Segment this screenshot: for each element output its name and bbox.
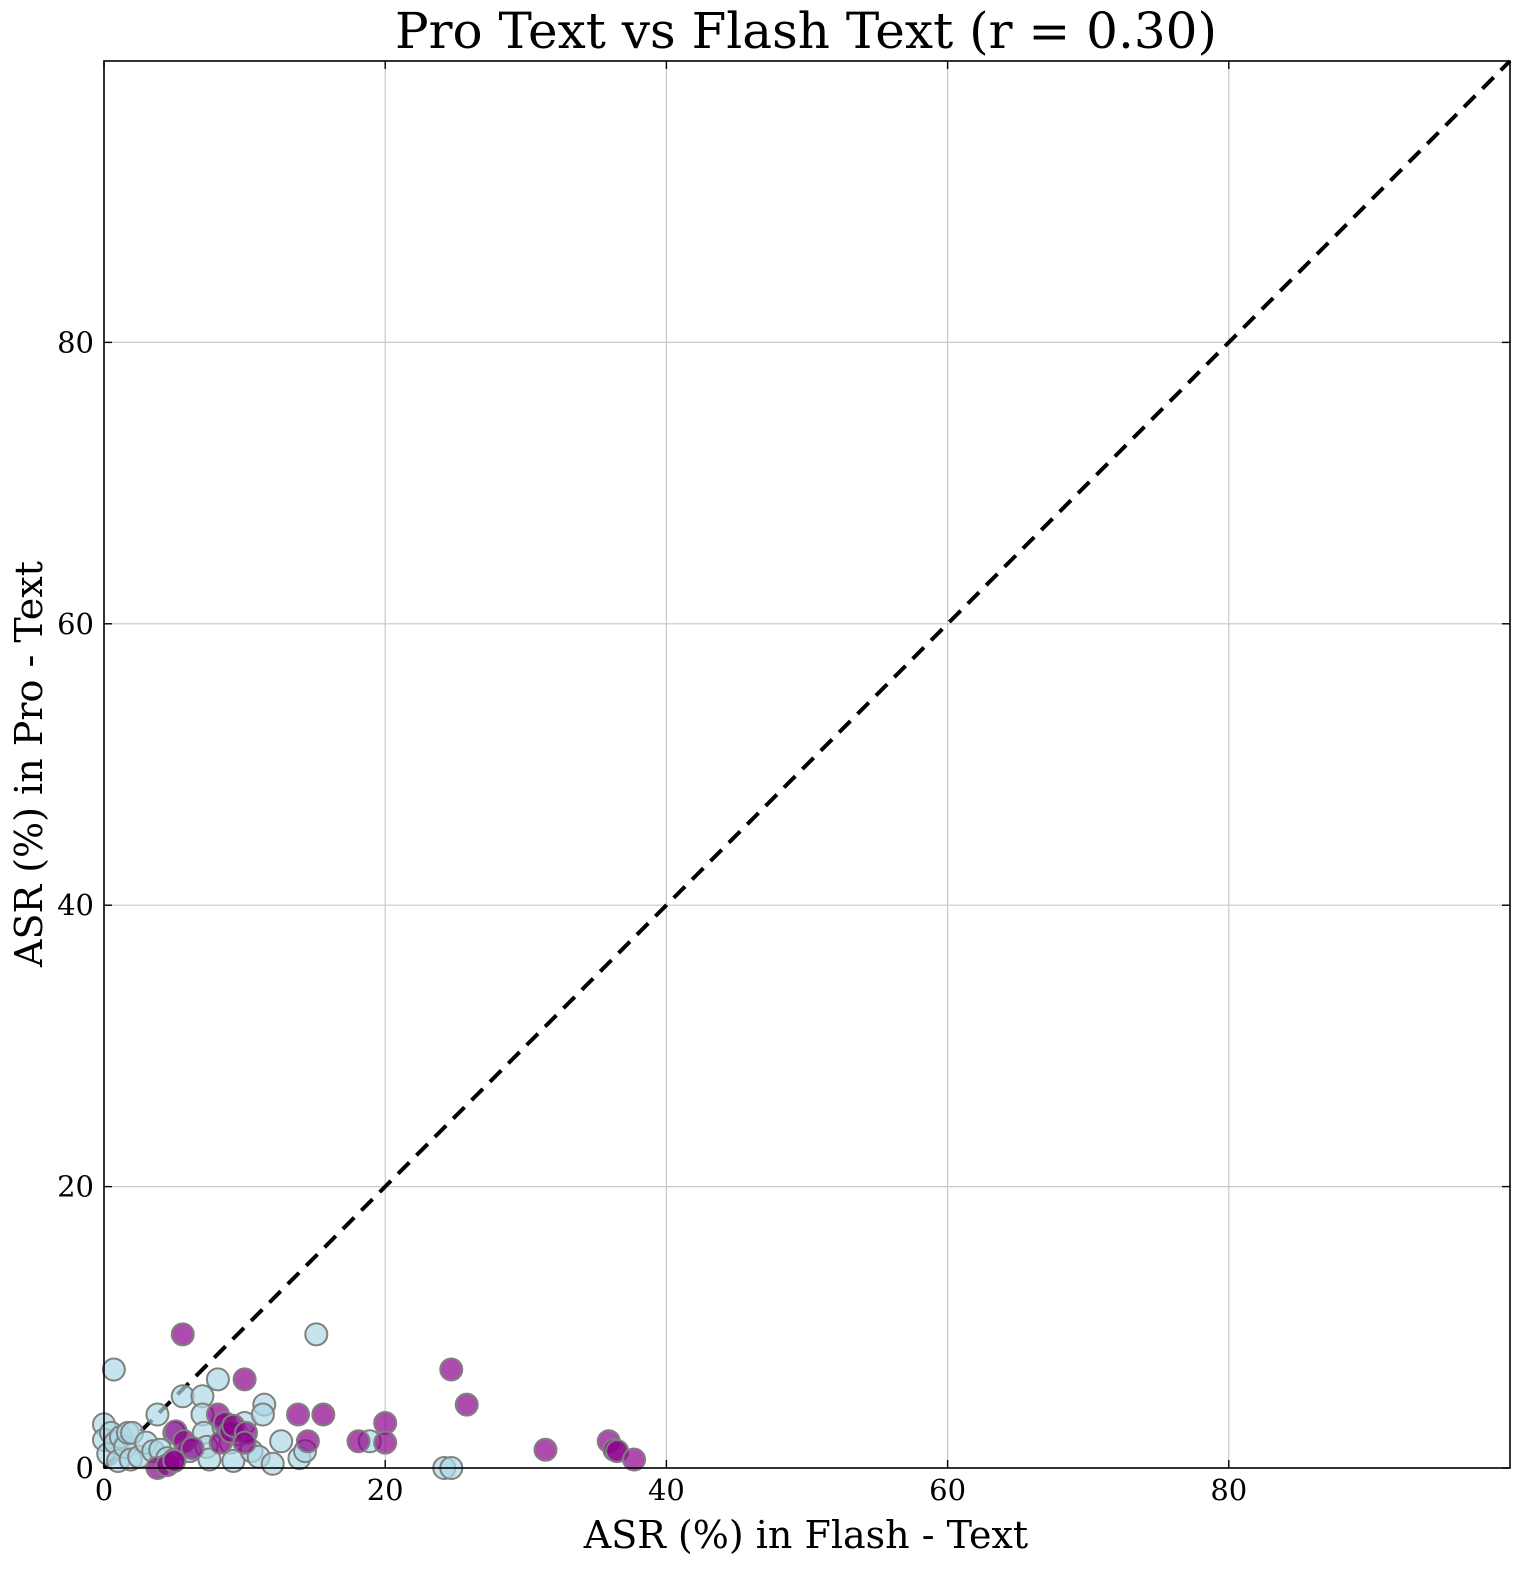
grid-lines <box>104 61 1510 1468</box>
x-tick-label: 40 <box>648 1473 685 1507</box>
scatter-point-series-1 <box>304 1322 329 1347</box>
y-tick-label: 20 <box>57 1170 94 1204</box>
reference-line-layer <box>102 59 1512 1470</box>
reference-diagonal-line <box>102 59 1512 1470</box>
scatter-point-series-2 <box>286 1402 311 1427</box>
x-axis-label: ASR (%) in Flash - Text <box>583 1513 1028 1557</box>
scatter-point-series-2 <box>232 1367 257 1392</box>
axis-ticks: 0 20 40 60 80 0 20 40 60 80 <box>57 61 1510 1507</box>
scatter-point-series-1 <box>260 1451 285 1476</box>
data-points <box>92 1322 647 1480</box>
scatter-point-series-2 <box>170 1322 195 1347</box>
scatter-point-series-2 <box>232 1430 257 1455</box>
chart-title: Pro Text vs Flash Text (r = 0.30) <box>395 2 1217 60</box>
y-tick-label: 0 <box>76 1451 94 1485</box>
scatter-point-series-2 <box>295 1429 320 1454</box>
plot-frame <box>103 60 1511 1469</box>
scatter-point-series-2 <box>622 1447 647 1472</box>
scatter-point-series-2 <box>439 1357 464 1382</box>
scatter-point-series-1 <box>101 1357 126 1382</box>
y-tick-label: 80 <box>57 325 94 359</box>
scatter-point-series-1 <box>145 1402 170 1427</box>
x-tick-label: 20 <box>367 1473 404 1507</box>
scatter-point-series-1 <box>205 1367 230 1392</box>
scatter-point-series-2 <box>373 1430 398 1455</box>
y-tick-label: 60 <box>57 607 94 641</box>
scatter-point-series-2 <box>346 1429 371 1454</box>
y-tick-label: 40 <box>57 888 94 922</box>
scatter-point-series-2 <box>162 1448 187 1473</box>
scatter-point-series-1 <box>269 1429 294 1454</box>
scatter-point-series-2 <box>454 1392 479 1417</box>
scatter-point-series-1 <box>221 1448 246 1473</box>
x-tick-label: 80 <box>1210 1473 1247 1507</box>
x-tick-label: 60 <box>929 1473 966 1507</box>
scatter-point-series-2 <box>311 1402 336 1427</box>
scatter-point-series-2 <box>533 1437 558 1462</box>
scatter-point-series-1 <box>197 1447 222 1472</box>
scatter-point-series-2 <box>180 1436 205 1461</box>
x-tick-label: 0 <box>95 1473 113 1507</box>
y-axis-label: ASR (%) in Pro - Text <box>7 561 51 968</box>
scatter-point-series-1 <box>250 1402 275 1427</box>
